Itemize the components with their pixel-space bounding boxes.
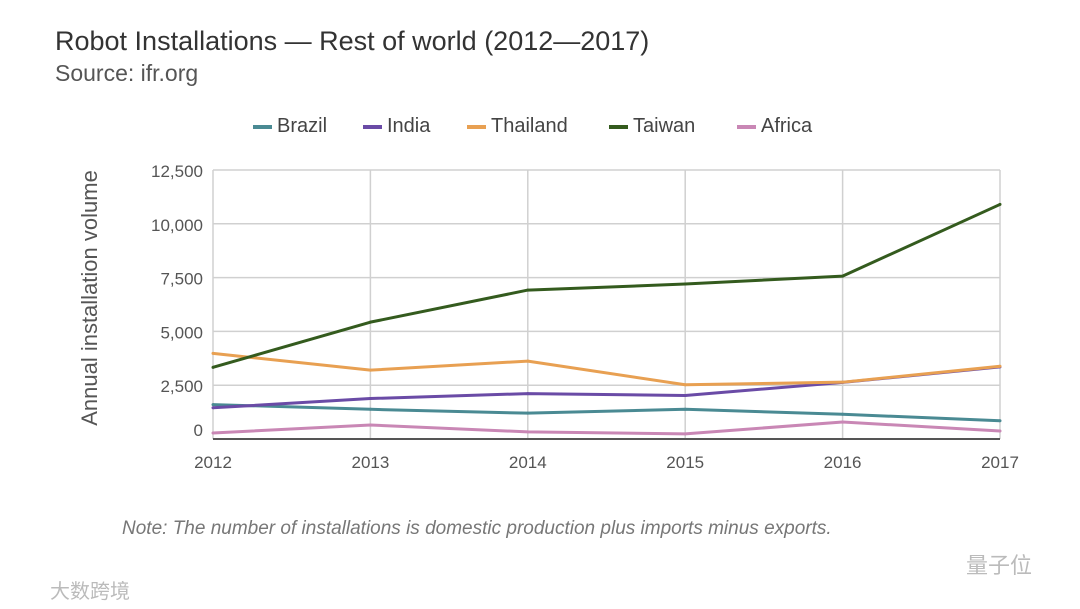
data-point-africa bbox=[368, 423, 372, 427]
y-tick-label: 10,000 bbox=[151, 216, 203, 235]
watermark-left: 大数跨境 bbox=[50, 581, 130, 603]
series-line-taiwan bbox=[212, 203, 1001, 369]
data-point-taiwan bbox=[368, 320, 372, 324]
legend-item-africa: Africa bbox=[737, 115, 812, 138]
data-point-brazil bbox=[841, 412, 845, 416]
watermark-right: 量子位 bbox=[966, 553, 1033, 578]
data-point-thailand bbox=[683, 383, 687, 387]
data-point-brazil bbox=[211, 403, 215, 407]
data-point-taiwan bbox=[683, 282, 687, 286]
data-point-africa bbox=[683, 432, 687, 436]
legend-swatch bbox=[609, 124, 628, 129]
data-point-taiwan bbox=[841, 274, 845, 278]
x-tick-label: 2016 bbox=[824, 453, 862, 472]
data-point-thailand bbox=[841, 380, 845, 384]
x-tick-label: 2013 bbox=[351, 453, 389, 472]
legend-item-thailand: Thailand bbox=[467, 115, 568, 138]
data-point-brazil bbox=[526, 411, 530, 415]
y-tick-label: 7,500 bbox=[160, 270, 203, 289]
data-point-india bbox=[526, 392, 530, 396]
legend-swatch bbox=[253, 124, 272, 129]
data-point-brazil bbox=[998, 419, 1002, 423]
data-point-india bbox=[211, 406, 215, 410]
series-line-africa bbox=[212, 420, 1001, 436]
data-point-india bbox=[683, 394, 687, 398]
legend-swatch bbox=[363, 124, 382, 129]
data-point-africa bbox=[998, 429, 1002, 433]
y-tick-label: 12,500 bbox=[151, 162, 203, 181]
data-point-africa bbox=[211, 431, 215, 435]
y-tick-label: 5,000 bbox=[160, 323, 203, 342]
x-tick-label: 2012 bbox=[194, 453, 232, 472]
data-point-thailand bbox=[368, 368, 372, 372]
data-point-thailand bbox=[998, 364, 1002, 368]
legend-label: Thailand bbox=[491, 115, 568, 137]
series-line-brazil bbox=[212, 403, 1001, 423]
x-tick-label: 2017 bbox=[981, 453, 1019, 472]
legend: Brazil India Thailand Taiwan Africa bbox=[0, 115, 1080, 141]
y-tick-label: 2,500 bbox=[160, 377, 203, 396]
legend-label: Brazil bbox=[277, 115, 328, 137]
chart-note: Note: The number of installations is dom… bbox=[122, 518, 832, 539]
chart-subtitle: Source: ifr.org bbox=[55, 60, 199, 86]
legend-label: India bbox=[387, 115, 431, 137]
chart-title: Robot Installations — Rest of world (201… bbox=[55, 26, 650, 56]
y-tick-label: 0 bbox=[194, 421, 203, 440]
legend-swatch bbox=[467, 124, 486, 129]
x-tick-label: 2014 bbox=[509, 453, 547, 472]
data-point-brazil bbox=[368, 407, 372, 411]
data-point-africa bbox=[841, 420, 845, 424]
data-point-taiwan bbox=[998, 202, 1002, 206]
data-point-thailand bbox=[526, 359, 530, 363]
data-point-brazil bbox=[683, 407, 687, 411]
data-point-thailand bbox=[211, 351, 215, 355]
data-point-taiwan bbox=[211, 365, 215, 369]
legend-item-taiwan: Taiwan bbox=[609, 115, 695, 138]
legend-label: Africa bbox=[761, 115, 813, 137]
legend-item-india: India bbox=[363, 115, 430, 138]
data-point-india bbox=[368, 397, 372, 401]
series-line-thailand bbox=[212, 351, 1001, 387]
data-point-taiwan bbox=[526, 288, 530, 292]
legend-swatch bbox=[737, 124, 756, 129]
legend-item-brazil: Brazil bbox=[253, 115, 327, 138]
y-axis-label: Annual installation volume bbox=[77, 170, 102, 426]
data-point-africa bbox=[526, 430, 530, 434]
x-tick-label: 2015 bbox=[666, 453, 704, 472]
legend-label: Taiwan bbox=[633, 115, 696, 137]
